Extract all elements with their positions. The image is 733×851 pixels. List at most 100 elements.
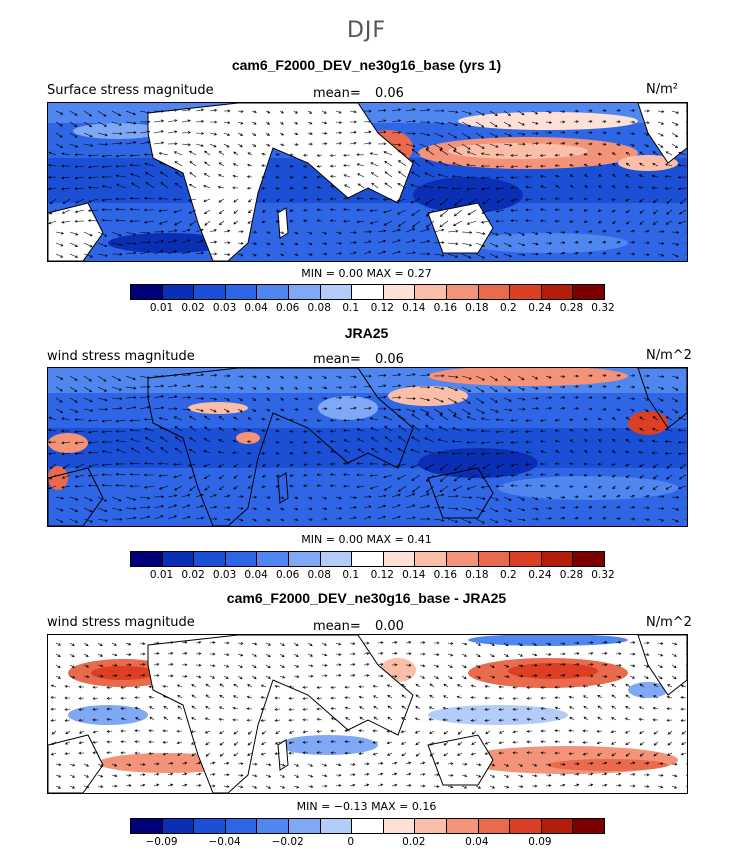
wind-vector [111, 386, 123, 391]
wind-vector [307, 397, 313, 400]
wind-vector [316, 175, 323, 179]
wind-vector [625, 151, 631, 156]
wind-vector [125, 763, 132, 767]
wind-vector [597, 152, 603, 156]
wind-vector [643, 641, 650, 645]
wind-vector [615, 109, 621, 113]
wind-vector [629, 494, 635, 498]
wind-vector [261, 741, 267, 745]
wind-vector [335, 141, 343, 145]
wind-vector [129, 154, 141, 157]
wind-vector [289, 219, 295, 223]
wind-vector [461, 110, 472, 115]
wind-vector [251, 110, 257, 114]
colorbar-swatch [131, 285, 163, 299]
wind-vector [512, 707, 519, 711]
wind-vector [144, 162, 155, 167]
wind-vector [209, 120, 218, 124]
colorbar-swatch [225, 285, 258, 299]
wind-vector [671, 375, 680, 379]
wind-vector [439, 474, 449, 482]
wind-vector [329, 484, 337, 488]
wind-vector [601, 495, 607, 498]
wind-vector [321, 407, 328, 411]
wind-vector [461, 762, 468, 766]
wind-vector [625, 416, 631, 421]
wind-vector [424, 172, 435, 178]
wind-vector [148, 729, 155, 733]
wind-vector [531, 242, 539, 246]
wind-vector [251, 230, 258, 234]
wind-vector [209, 494, 217, 498]
wind-vector [106, 707, 113, 711]
wind-vector [540, 450, 547, 454]
wind-vector [480, 187, 491, 191]
wind-vector [545, 663, 552, 667]
wind-vector [92, 730, 99, 734]
wind-vector [601, 674, 608, 678]
wind-vector [205, 741, 211, 746]
wind-vector [307, 763, 314, 767]
wind-vector [377, 108, 387, 112]
wind-vector [657, 375, 665, 378]
wind-vector [396, 463, 407, 468]
wind-vector [302, 707, 309, 711]
wind-vector [265, 110, 271, 114]
wind-vector [303, 440, 309, 444]
wind-vector [475, 518, 485, 524]
wind-vector [260, 707, 267, 711]
wind-vector [573, 120, 579, 124]
wind-vector [233, 752, 239, 757]
wind-vector [377, 674, 384, 678]
wind-vector [153, 495, 165, 499]
wind-vector [531, 131, 539, 135]
wind-vector [419, 252, 431, 256]
wind-vector [174, 436, 183, 443]
wind-vector [531, 231, 539, 235]
wind-vector [307, 774, 314, 778]
wind-vector [652, 695, 659, 699]
wind-vector [232, 695, 239, 699]
wind-vector [265, 375, 271, 379]
wind-vector [517, 407, 526, 411]
wind-vector [391, 239, 401, 244]
wind-vector [451, 187, 463, 191]
colorbar-swatch [573, 552, 604, 566]
wind-vector [438, 161, 449, 167]
wind-vector [639, 694, 645, 699]
wind-vector [425, 148, 435, 156]
wind-vector [248, 198, 253, 203]
wind-vector [344, 696, 351, 700]
wind-vector [303, 208, 309, 212]
wind-vector [111, 132, 123, 136]
wind-vector [88, 198, 99, 203]
wind-vector [173, 151, 183, 156]
wind-vector [456, 718, 463, 722]
wind-vector [643, 229, 650, 233]
wind-vector [343, 429, 351, 432]
wind-vector [489, 785, 496, 789]
wind-vector [384, 161, 393, 167]
wind-vector [129, 461, 141, 465]
colorbar-swatch [194, 285, 226, 299]
wind-vector [681, 741, 687, 745]
wind-vector [363, 250, 372, 255]
wind-vector [219, 730, 225, 734]
wind-vector [401, 752, 407, 757]
wind-vector [517, 642, 523, 647]
wind-vector [92, 718, 99, 722]
wind-vector [223, 109, 231, 113]
wind-vector [503, 242, 512, 247]
wind-vector [158, 417, 169, 421]
wind-vector [391, 515, 401, 520]
wind-vector [657, 518, 665, 522]
wind-vector [419, 784, 426, 788]
wind-vector [321, 121, 328, 125]
colorbar-swatch [478, 285, 511, 299]
wind-vector [559, 110, 566, 113]
wind-vector [495, 418, 505, 422]
wind-vector [601, 374, 607, 378]
wind-vector [162, 729, 169, 733]
wind-vector [316, 484, 323, 488]
wind-vector [386, 729, 393, 733]
